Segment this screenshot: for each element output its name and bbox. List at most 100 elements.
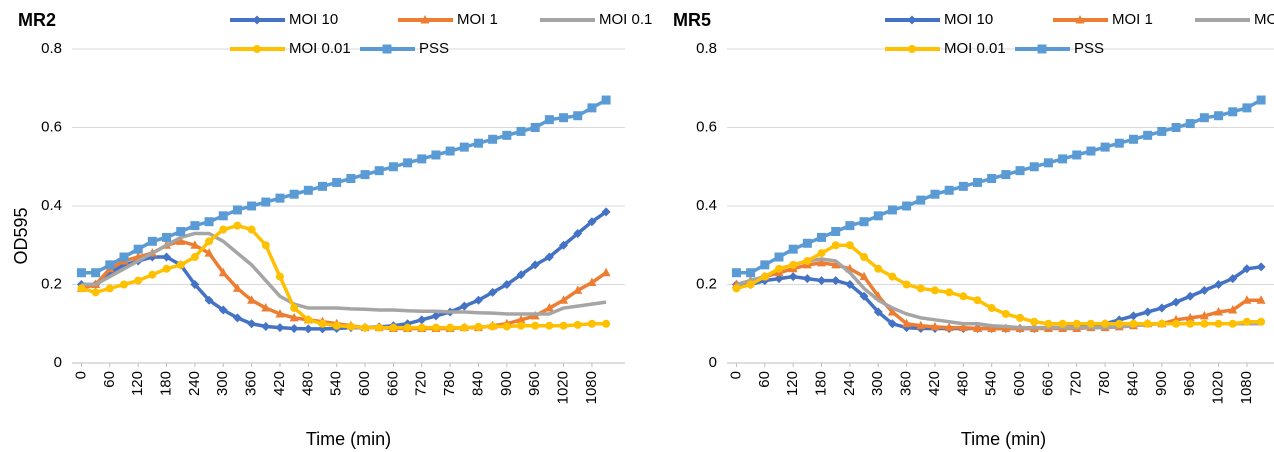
marker [958,322,968,332]
marker [788,272,798,282]
marker [544,115,554,125]
x-tick-label: 180 [157,371,174,396]
marker [516,270,526,280]
x-tick-label: 60 [101,371,118,388]
y-tick-label: 0.6 [696,118,717,135]
marker [1029,162,1039,172]
marker [431,150,441,160]
marker [253,45,261,53]
marker [1199,285,1209,295]
marker [232,283,242,292]
legend-label: MOI 0.1 [599,11,652,28]
marker [746,268,756,278]
legend-item: MOI 0.1 [540,11,652,28]
marker [403,158,413,168]
marker [346,322,355,331]
x-tick-label: 1080 [1238,371,1255,404]
x-tick-label: 960 [1181,371,1198,396]
marker [91,268,101,278]
x-tick-label: 720 [1068,371,1085,396]
marker [502,130,512,140]
marker [1157,126,1167,136]
marker [902,201,912,211]
marker [544,303,554,312]
marker [176,227,186,237]
marker [446,323,455,332]
y-tick-label: 0.8 [696,40,717,57]
marker [374,166,384,176]
marker [1115,319,1124,328]
marker [1199,113,1209,123]
marker [247,201,257,211]
marker [1228,319,1237,328]
marker [1228,305,1238,314]
x-tick-label: 960 [526,371,543,396]
x-tick-label: 180 [812,371,829,396]
marker [907,15,917,25]
marker [987,304,996,313]
marker [1101,319,1110,328]
marker [417,323,426,332]
x-tick-label: 240 [841,371,858,396]
marker [303,185,313,195]
marker [516,126,526,136]
marker [1157,319,1166,328]
marker [360,170,370,180]
marker [1075,15,1085,24]
x-tick-label: 300 [869,371,886,396]
marker [517,321,526,330]
marker [119,280,128,289]
marker [1086,319,1095,328]
chart-panel: MR5 0 0.2 0.4 0.6 0.8 0 60 120 180 240 300 360 420 480… [673,10,1274,449]
y-tick-label: 0.6 [41,118,62,135]
marker [516,314,526,324]
marker [731,268,741,278]
marker [817,276,827,286]
marker [817,257,827,267]
marker [403,323,412,332]
x-tick-label: 1020 [1210,371,1227,404]
marker [845,221,855,231]
marker [190,240,200,249]
marker [76,268,86,278]
marker [417,315,427,325]
marker [888,272,897,281]
chart-panel: MR2 0 0.2 0.4 0.6 0.8 0 60 120 180 240 300 360 420 480… [11,10,653,449]
x-tick-label: 660 [384,371,401,396]
marker [460,323,469,332]
marker [1200,319,1209,328]
marker [874,264,883,273]
marker [204,217,214,227]
x-tick-label: 1080 [583,371,600,404]
marker [774,274,784,284]
marker [190,253,199,262]
marker [304,315,313,324]
marker [573,228,583,238]
marker [1214,319,1223,328]
marker [204,248,214,257]
marker [545,321,554,330]
marker [91,288,100,297]
marker [219,225,228,234]
y-tick-label: 0 [54,354,62,371]
x-tick-label: 240 [186,371,203,396]
x-tick-label: 300 [214,371,231,396]
marker [1072,319,1081,328]
marker [1100,142,1110,152]
marker [859,271,869,281]
marker [247,295,257,304]
marker [845,280,855,289]
x-tick-label: 780 [441,371,458,396]
marker [587,277,597,287]
marker [573,285,583,294]
marker [908,45,916,53]
marker [275,272,284,281]
marker [831,241,840,250]
marker [1001,170,1011,180]
x-tick-label: 120 [784,371,801,396]
marker [916,320,926,330]
series-line [735,261,1262,331]
x-tick-label: 600 [1011,371,1028,396]
marker [1086,146,1096,156]
x-tick-label: 840 [469,371,486,396]
